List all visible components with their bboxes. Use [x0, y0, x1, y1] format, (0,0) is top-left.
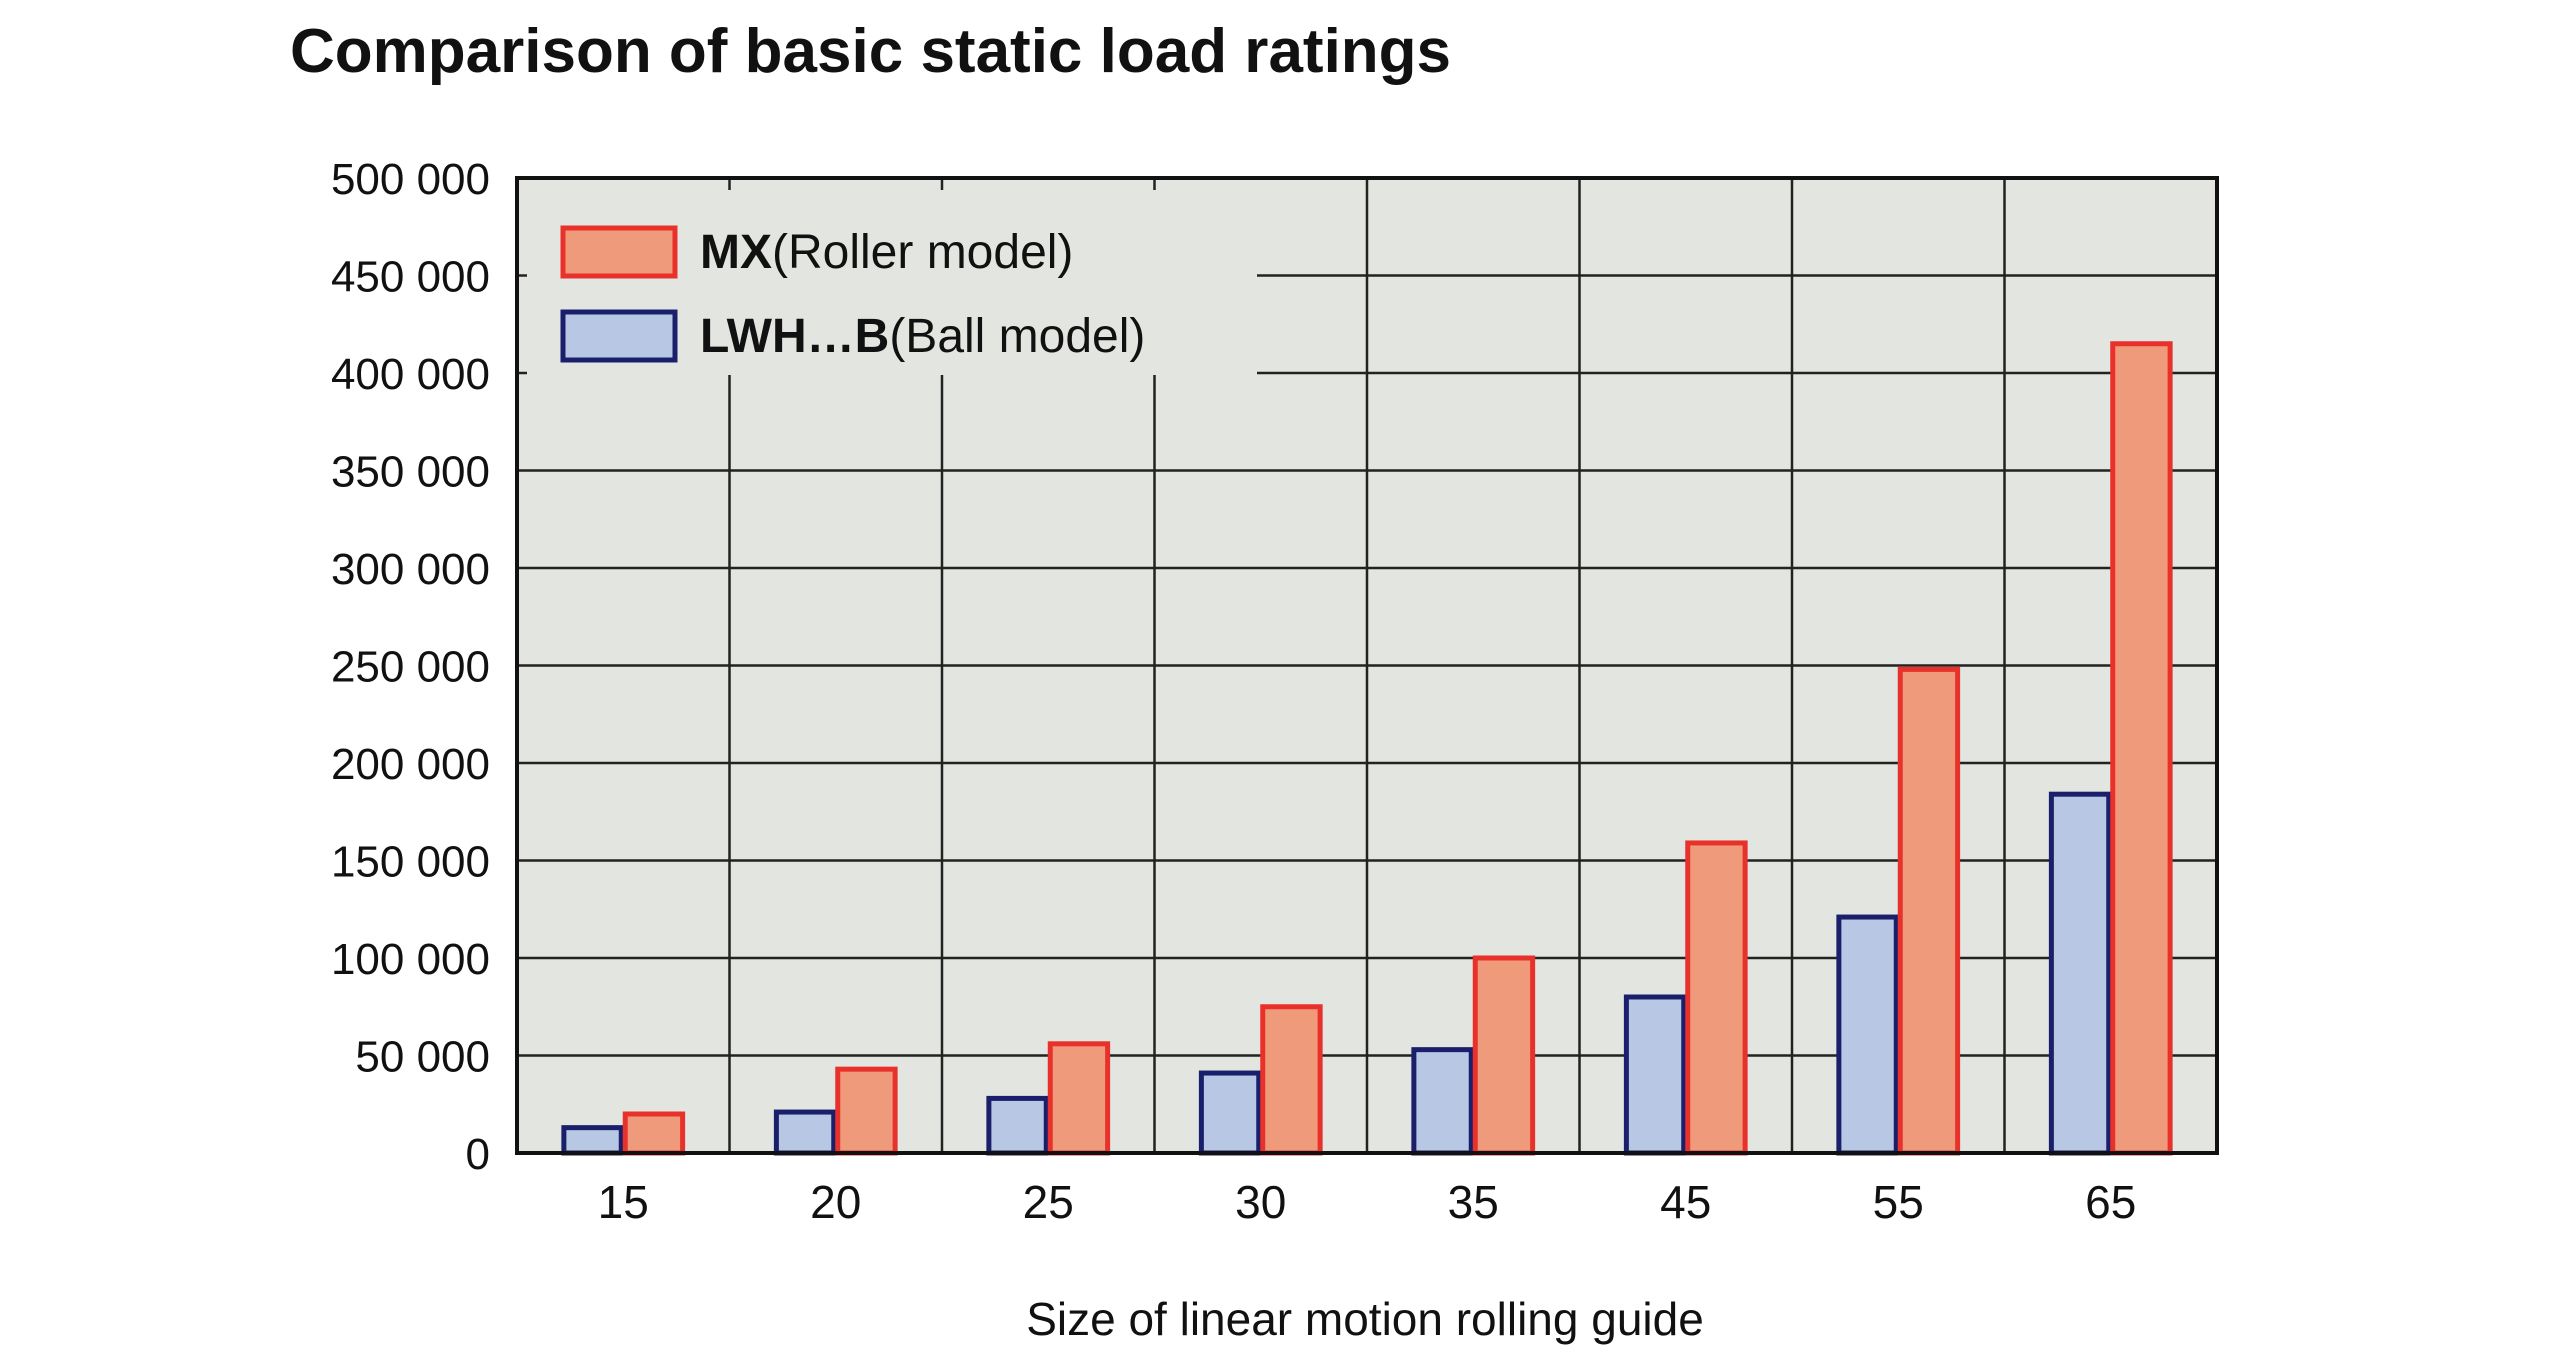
y-tick-label: 250 000 [331, 643, 490, 692]
bar [2110, 341, 2173, 1156]
x-axis-label: Size of linear motion rolling guide [1026, 1293, 1704, 1345]
y-tick-label: 450 000 [331, 253, 490, 302]
legend-swatch [560, 309, 678, 363]
bar [835, 1066, 898, 1156]
y-tick-label: 500 000 [331, 155, 490, 204]
x-tick-label: 25 [1023, 1176, 1074, 1228]
y-tick-label: 100 000 [331, 935, 490, 984]
x-tick-label: 30 [1235, 1176, 1286, 1228]
bar [622, 1111, 686, 1156]
x-tick-label: 15 [598, 1176, 649, 1228]
legend-label: LWH…B(Ball model) [700, 310, 1145, 363]
x-axis: 15 20 25 30 35 45 55 65 [598, 1176, 2137, 1228]
bars [561, 341, 2173, 1156]
y-tick-label: 300 000 [331, 545, 490, 594]
legend-series-name: MX [700, 226, 772, 279]
x-tick-label: 55 [1873, 1176, 1924, 1228]
bar [1047, 1041, 1111, 1156]
chart-title: Comparison of basic static load ratings [290, 17, 1451, 86]
legend: MX(Roller model) LWH…B(Ball model) [527, 190, 1257, 375]
x-tick-label: 45 [1660, 1176, 1711, 1228]
bar [1897, 666, 1961, 1156]
legend-swatch [560, 225, 678, 279]
y-tick-label: 50 000 [355, 1033, 490, 1082]
y-tick-label: 0 [466, 1130, 490, 1179]
bar [1623, 994, 1687, 1156]
plot-frame [515, 176, 2219, 1155]
bar [2048, 791, 2112, 1156]
bar [986, 1095, 1049, 1156]
x-tick-label: 65 [2085, 1176, 2136, 1228]
bar [1411, 1047, 1474, 1156]
legend-label: MX(Roller model) [700, 226, 1073, 279]
y-tick-label: 350 000 [331, 448, 490, 497]
bar [1685, 840, 1748, 1156]
legend-series-note: (Ball model) [889, 310, 1145, 363]
legend-series-name: LWH…B [700, 310, 889, 363]
bar [1198, 1070, 1262, 1156]
x-tick-label: 20 [810, 1176, 861, 1228]
bar [561, 1125, 624, 1156]
legend-series-note: (Roller model) [772, 226, 1073, 279]
bar [1260, 1004, 1323, 1156]
bar [1472, 955, 1536, 1156]
x-tick-label: 35 [1448, 1176, 1499, 1228]
y-tick-label: 200 000 [331, 740, 490, 789]
y-tick-label: 400 000 [331, 350, 490, 399]
y-tick-label: 150 000 [331, 838, 490, 887]
bar [1836, 914, 1899, 1156]
bar [773, 1109, 837, 1156]
y-axis: 0 50 000 100 000 150 000 200 000 250 000 300 0… [331, 155, 490, 1179]
